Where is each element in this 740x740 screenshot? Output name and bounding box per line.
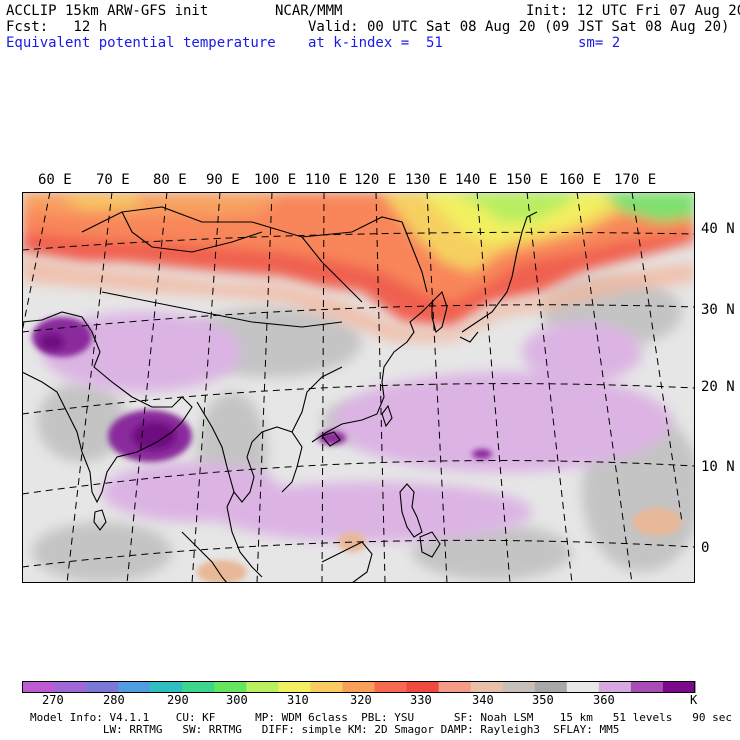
colorbar-tick: 280 bbox=[103, 693, 125, 707]
colorbar-unit: K bbox=[690, 693, 698, 707]
colorbar-swatch bbox=[310, 681, 343, 693]
lon-label: 170 E bbox=[614, 172, 657, 188]
colorbar-swatch bbox=[534, 681, 568, 693]
colorbar-tick: 270 bbox=[42, 693, 64, 707]
colorbar-tick: 300 bbox=[226, 693, 248, 707]
colorbar-swatch bbox=[246, 681, 279, 693]
colorbar-swatch bbox=[54, 681, 87, 693]
model-title: ACCLIP 15km ARW-GFS init bbox=[6, 3, 209, 19]
colorbar-swatch bbox=[406, 681, 440, 693]
colorbar-swatch bbox=[598, 681, 632, 693]
colorbar-swatch bbox=[150, 681, 183, 693]
colorbar-tick: 340 bbox=[472, 693, 494, 707]
colorbar-swatch bbox=[278, 681, 311, 693]
lon-label: 140 E bbox=[455, 172, 498, 188]
field-name: Equivalent potential temperature bbox=[6, 35, 276, 51]
colorbar-tick: 320 bbox=[350, 693, 372, 707]
colorbar-swatch bbox=[182, 681, 215, 693]
colorbar-swatch bbox=[438, 681, 472, 693]
colorbar-swatch bbox=[22, 681, 55, 693]
colorbar-tick: 330 bbox=[410, 693, 432, 707]
lon-label: 90 E bbox=[206, 172, 240, 188]
lat-label: 0 bbox=[701, 540, 710, 556]
forecast-hour: Fcst: 12 h bbox=[6, 19, 108, 35]
colorbar-swatch bbox=[374, 681, 408, 693]
colorbar-tick: 310 bbox=[287, 693, 309, 707]
lat-label: 10 N bbox=[701, 459, 735, 475]
colorbar-tick: 350 bbox=[532, 693, 554, 707]
lon-label: 150 E bbox=[506, 172, 549, 188]
lat-label: 30 N bbox=[701, 302, 735, 318]
theta-e-map bbox=[22, 192, 695, 583]
level-label: at k-index = 51 bbox=[308, 35, 443, 51]
lon-label: 160 E bbox=[559, 172, 602, 188]
valid-time: Valid: 00 UTC Sat 08 Aug 20 (09 JST Sat … bbox=[308, 19, 730, 35]
colorbar-tick: 360 bbox=[593, 693, 615, 707]
colorbar-swatch bbox=[630, 681, 664, 693]
lat-label: 20 N bbox=[701, 379, 735, 395]
org-label: NCAR/MMM bbox=[275, 3, 343, 19]
colorbar-swatch bbox=[502, 681, 536, 693]
colorbar bbox=[22, 681, 696, 693]
model-info-line1: Model Info: V4.1.1 CU: KF MP: WDM 6class… bbox=[30, 711, 732, 724]
colorbar-swatch bbox=[342, 681, 376, 693]
colorbar-swatch bbox=[566, 681, 600, 693]
lon-label: 60 E bbox=[38, 172, 72, 188]
lat-label: 40 N bbox=[701, 221, 735, 237]
colorbar-swatch bbox=[662, 681, 696, 693]
smoothing-label: sm= 2 bbox=[578, 35, 621, 51]
colorbar-swatch bbox=[214, 681, 247, 693]
lon-label: 130 E bbox=[405, 172, 448, 188]
colorbar-swatch bbox=[470, 681, 504, 693]
lon-label: 100 E bbox=[254, 172, 297, 188]
init-time: Init: 12 UTC Fri 07 Aug 20 bbox=[526, 3, 740, 19]
lat-lon-grid bbox=[22, 192, 695, 583]
colorbar-swatch bbox=[86, 681, 119, 693]
colorbar-tick: 290 bbox=[167, 693, 189, 707]
colorbar-swatch bbox=[118, 681, 151, 693]
lon-label: 80 E bbox=[153, 172, 187, 188]
lon-label: 110 E bbox=[305, 172, 348, 188]
colorbar-frame bbox=[22, 681, 695, 693]
lon-label: 120 E bbox=[354, 172, 397, 188]
model-info-line2: LW: RRTMG SW: RRTMG DIFF: simple KM: 2D … bbox=[30, 723, 620, 736]
map-frame bbox=[22, 192, 695, 583]
field-shading bbox=[22, 192, 695, 583]
lon-label: 70 E bbox=[96, 172, 130, 188]
